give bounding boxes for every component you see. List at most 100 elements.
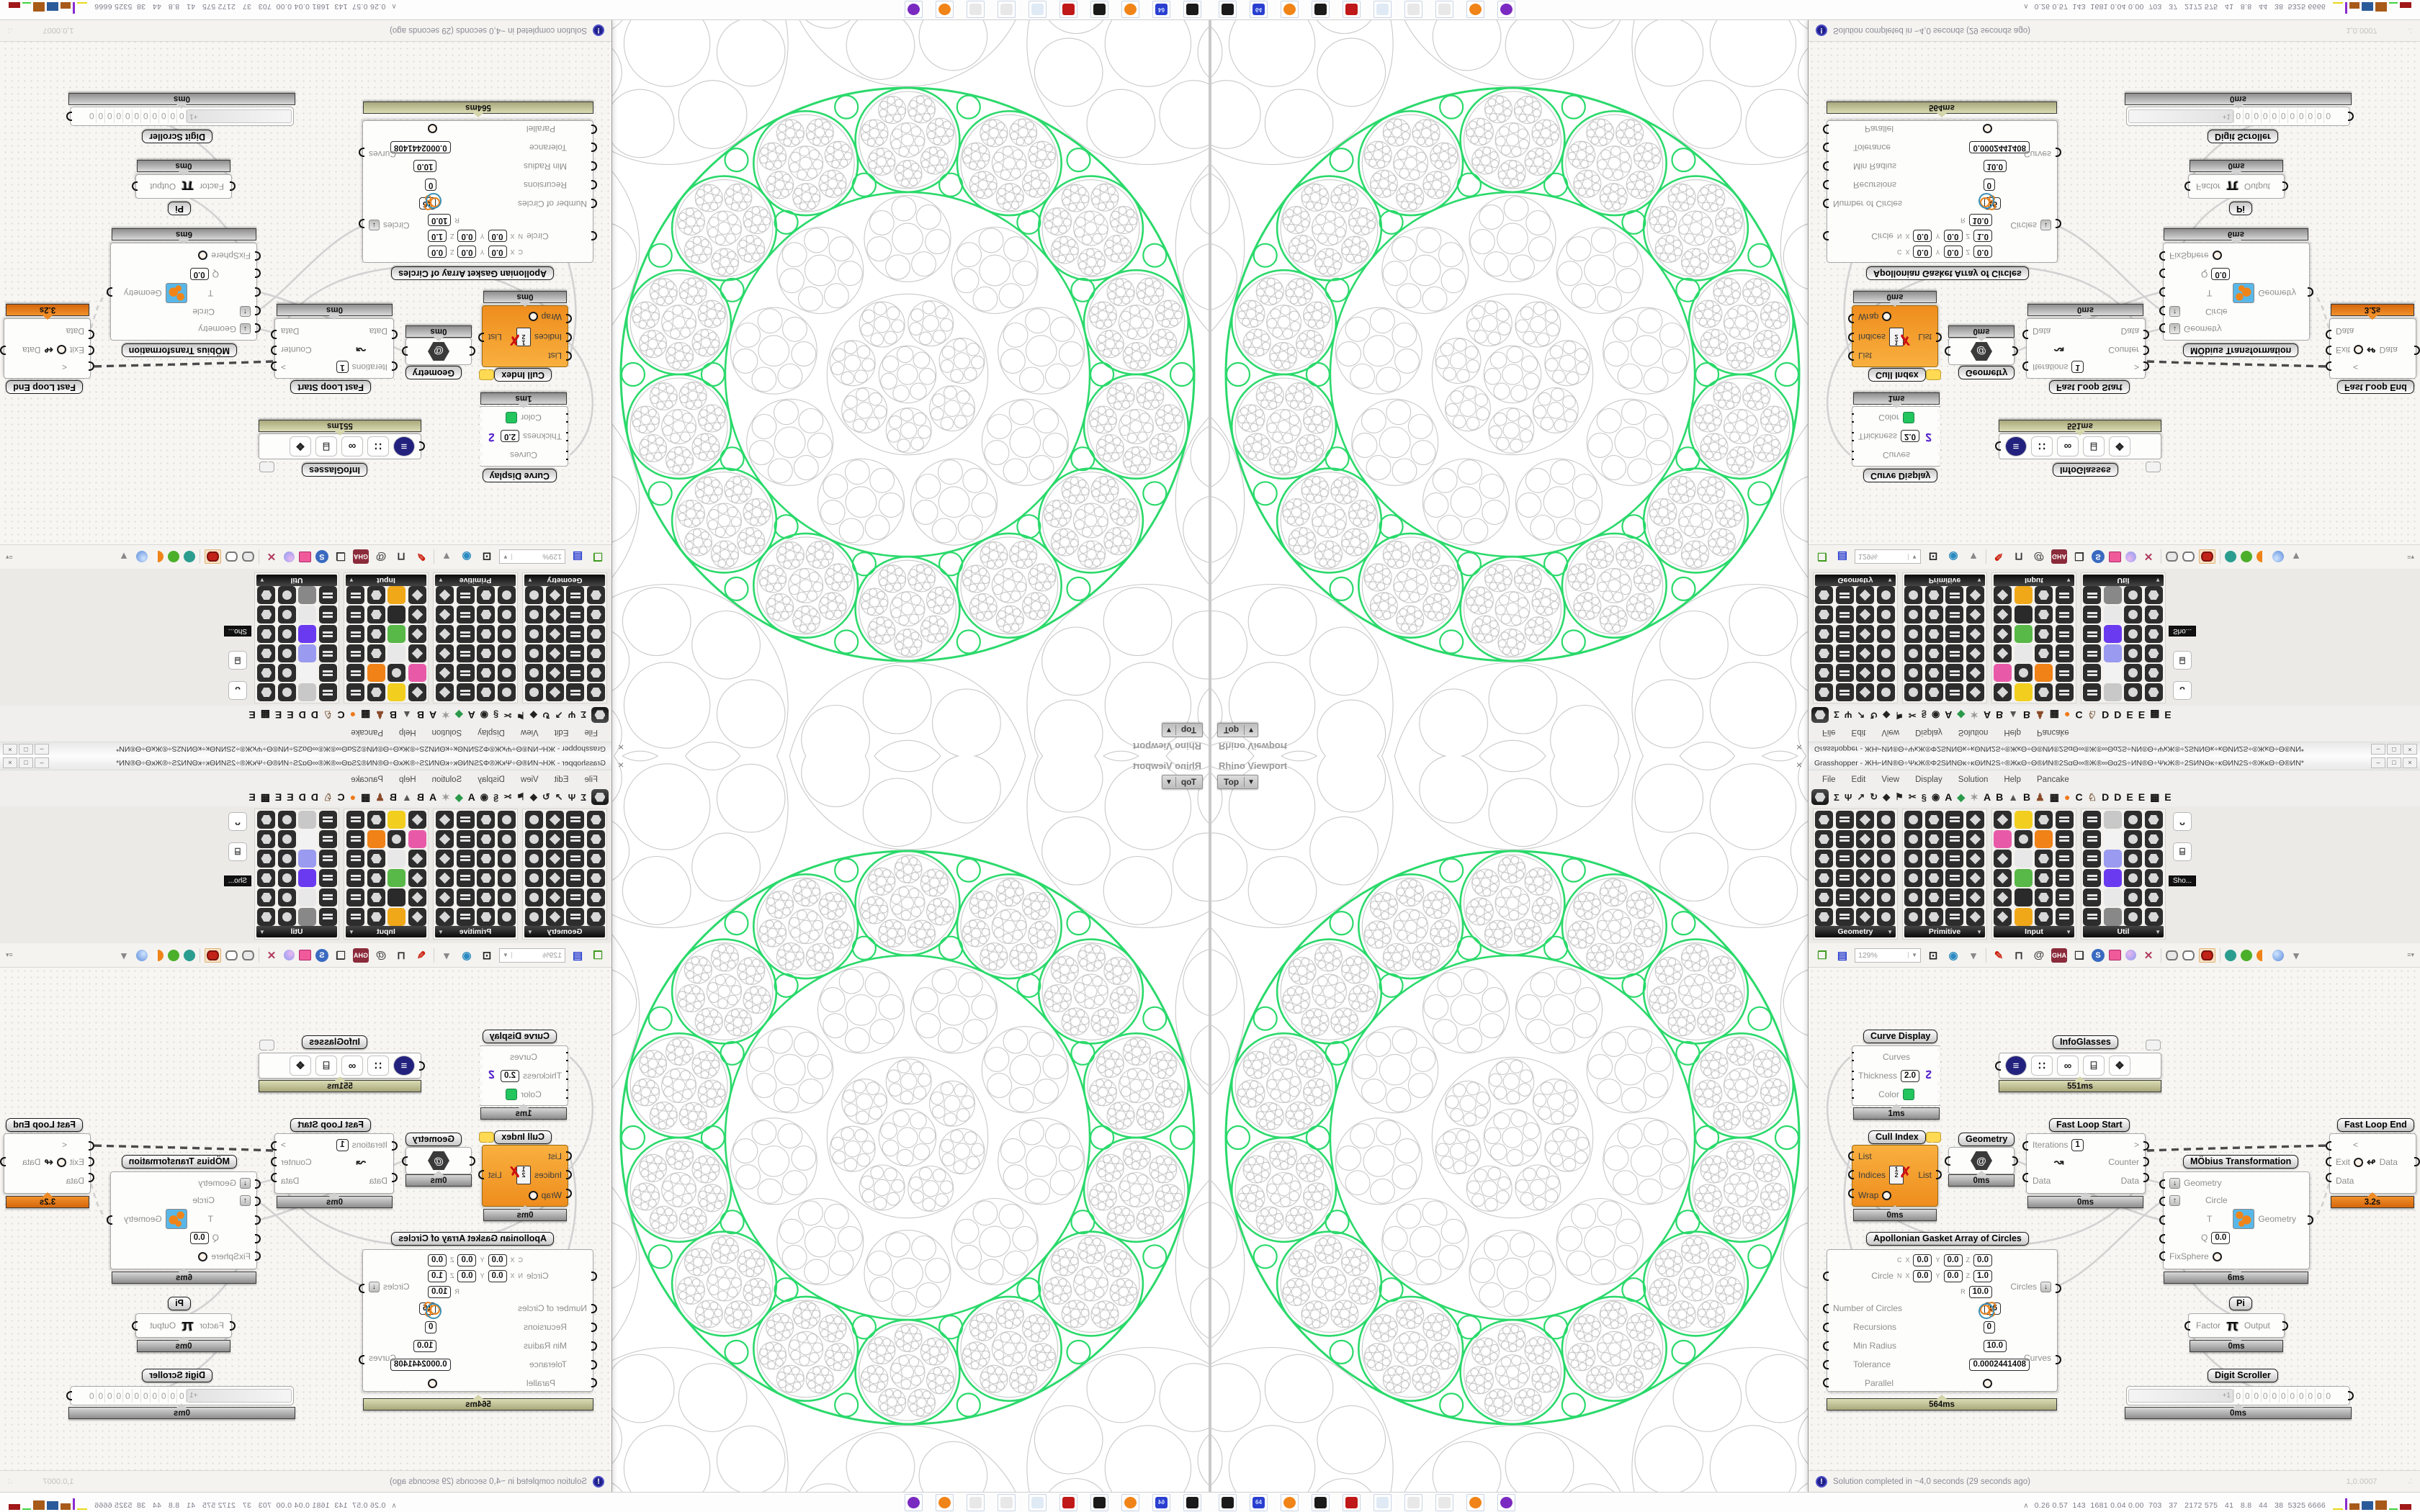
axis-value[interactable]: 0.0 — [1973, 246, 1992, 258]
component-icon[interactable] — [546, 683, 564, 701]
taskbar-app-firefox[interactable] — [1121, 1, 1139, 19]
palette-tab-input[interactable]: Input ▼ — [346, 575, 426, 586]
component-icon[interactable] — [2144, 683, 2163, 701]
palette-stub-icon[interactable]: ᴗ — [228, 812, 247, 831]
taskbar-app-floppy-64[interactable]: 64 — [1152, 1, 1170, 19]
cylinder-wireframe-icon[interactable] — [2182, 950, 2195, 960]
component-icon[interactable] — [1994, 683, 2012, 701]
component-icon[interactable] — [2055, 586, 2074, 604]
axis-value[interactable]: 0.0 — [1973, 1254, 1992, 1266]
cylinder-rendered-icon-selected[interactable] — [2199, 549, 2215, 564]
component-icon[interactable] — [1904, 664, 1922, 682]
tab-icon-1[interactable]: Ψ — [568, 791, 576, 803]
component-icon[interactable] — [1966, 606, 1984, 624]
component-icon[interactable] — [2124, 644, 2142, 662]
component-icon[interactable] — [1904, 625, 1922, 643]
component-icon[interactable] — [367, 830, 385, 848]
input-grip[interactable] — [1995, 441, 2001, 451]
component-icon[interactable] — [1945, 683, 1963, 701]
infoglasses-label[interactable]: InfoGlasses — [2053, 1035, 2118, 1049]
taskbar-app-inkscape[interactable] — [1090, 1493, 1108, 1511]
component-icon[interactable] — [566, 850, 585, 868]
component-icon[interactable] — [2124, 586, 2142, 604]
component-icon[interactable] — [408, 850, 426, 868]
pin-teal-icon[interactable] — [184, 949, 195, 961]
component-icon[interactable] — [525, 830, 544, 848]
fast-loop-start-label[interactable]: Fast Loop Start — [2049, 1118, 2130, 1132]
digit-cell[interactable]: 0 — [169, 109, 178, 123]
menu-help[interactable]: Help — [2004, 728, 2022, 737]
component-icon[interactable] — [1815, 850, 1833, 868]
component-icon[interactable] — [2103, 811, 2122, 829]
wires-icon[interactable]: ✕ — [266, 550, 277, 563]
component-icon[interactable] — [1835, 644, 1854, 662]
component-icon[interactable] — [408, 664, 426, 682]
component-icon[interactable] — [2124, 888, 2142, 906]
preview-eye-icon[interactable]: ◉ — [1948, 949, 1958, 962]
digit-cell[interactable]: 0 — [133, 1389, 142, 1403]
component-icon[interactable] — [457, 664, 475, 682]
component-icon[interactable] — [298, 586, 317, 604]
goggles-icon[interactable]: ∞ — [341, 436, 363, 456]
digit-cell[interactable]: 0 — [159, 1389, 169, 1403]
viewport-close-icon[interactable]: × — [1796, 742, 1802, 753]
digit-cell[interactable]: 0 — [169, 1389, 178, 1403]
component-icon[interactable] — [2035, 664, 2053, 682]
open-file-icon[interactable]: ❐ — [1817, 550, 1827, 563]
infoglasses-component[interactable]: ≡ ∷ ∞ ⌸ ❖ — [259, 1053, 425, 1079]
taskbar-app-package-red[interactable] — [1343, 1493, 1361, 1511]
menu-solution[interactable]: Solution — [1958, 728, 1989, 737]
tab-icon-3[interactable]: ↻ — [1870, 710, 1878, 721]
component-icon[interactable] — [1945, 811, 1963, 829]
component-icon[interactable] — [587, 888, 605, 906]
gh-titlebar[interactable]: Grasshopper - ЖН⌐ИΝ®Θ÷ΨκЖ®Φ2ЅИΝΘκ÷κΘИΝ2Ѕ… — [0, 742, 611, 756]
taskbar-app-notepad[interactable] — [1373, 1493, 1392, 1511]
geometry-param-label[interactable]: Geometry — [1958, 366, 2015, 379]
axis-value[interactable]: 0.0 — [428, 1254, 447, 1266]
apollonian-label[interactable]: Apollonian Gasket Array of Circles — [1866, 266, 2029, 280]
component-icon[interactable] — [2144, 908, 2163, 926]
curve-display-label[interactable]: Curve Display — [482, 1030, 557, 1043]
digit-cell[interactable]: 0 — [97, 1389, 106, 1403]
axis-value[interactable]: 0.0 — [1913, 246, 1932, 258]
component-icon[interactable] — [2055, 664, 2074, 682]
puzzle-icon[interactable]: ❖ — [2109, 436, 2130, 456]
component-icon[interactable] — [257, 586, 276, 604]
package-icon[interactable] — [299, 552, 311, 562]
component-icon[interactable] — [1876, 811, 1895, 829]
output-grip[interactable] — [2012, 1156, 2018, 1166]
component-icon[interactable] — [1924, 811, 1943, 829]
input-grip[interactable] — [2159, 1215, 2165, 1225]
tab-icon-0[interactable]: Σ — [581, 791, 586, 803]
tab-icon-7[interactable]: § — [1921, 709, 1927, 721]
input-grip[interactable] — [1823, 1272, 1829, 1281]
component-icon[interactable] — [498, 644, 516, 662]
component-icon[interactable] — [2083, 664, 2101, 682]
palette-tab-primitive[interactable]: Primitive ▼ — [435, 575, 516, 586]
input-grip[interactable] — [2326, 1173, 2331, 1182]
component-icon[interactable] — [457, 888, 475, 906]
wires-icon[interactable]: ✕ — [2143, 949, 2154, 962]
component-icon[interactable] — [1945, 830, 1963, 848]
close-button[interactable]: × — [2403, 744, 2417, 755]
chevron-up-icon[interactable]: ∧ — [391, 2, 397, 11]
digit-cell[interactable]: 0 — [2323, 109, 2333, 123]
component-icon[interactable] — [1966, 811, 1984, 829]
component-icon[interactable] — [2055, 869, 2074, 887]
tab-plugin-14[interactable]: E — [2126, 791, 2133, 803]
component-icon[interactable] — [2035, 869, 2053, 887]
moebius-label[interactable]: MÖbius Transformation — [121, 343, 237, 357]
digit-cell[interactable]: 0 — [87, 109, 97, 123]
component-icon[interactable] — [346, 586, 365, 604]
tab-icon-6[interactable]: ✂ — [503, 791, 512, 802]
tab-plugin-9[interactable]: ● — [2063, 709, 2071, 721]
digit-cell[interactable]: 0 — [141, 1389, 151, 1403]
component-icon[interactable] — [278, 644, 296, 662]
open-file-icon[interactable]: ❐ — [593, 550, 603, 563]
component-icon[interactable] — [498, 908, 516, 926]
component-icon[interactable] — [1876, 625, 1895, 643]
component-icon[interactable] — [1876, 586, 1895, 604]
component-icon[interactable] — [1945, 625, 1963, 643]
taskbar-app-floppy-64[interactable]: 64 — [1250, 1493, 1268, 1511]
